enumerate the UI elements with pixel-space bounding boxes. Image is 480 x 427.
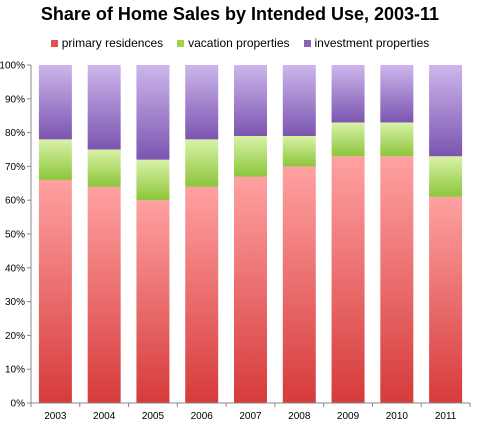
y-tick-label: 70% <box>5 162 25 173</box>
bar-primary-2004 <box>87 186 121 403</box>
bar-vacation-2006 <box>185 139 219 187</box>
bar-investment-2011 <box>429 65 463 157</box>
legend-swatch-investment <box>303 39 311 47</box>
axes-group: 2003 2004 2005 2006 2007 2008 2009 2010 2011 0% 10… <box>0 61 471 422</box>
y-tick-label: 90% <box>5 94 25 105</box>
bar-investment-2009 <box>331 65 365 123</box>
bar-primary-2011 <box>429 196 463 403</box>
y-tick-label: 100% <box>0 61 25 72</box>
bar-vacation-2003 <box>38 139 72 180</box>
bar-primary-2008 <box>282 166 316 403</box>
legend-label-vacation: vacation properties <box>188 36 290 50</box>
bar-vacation-2009 <box>331 122 365 157</box>
bar-vacation-2004 <box>87 149 121 187</box>
legend-swatch-vacation <box>177 39 185 47</box>
x-tick-label-2011: 2011 <box>435 411 457 422</box>
x-tick-label-2007: 2007 <box>239 411 262 422</box>
x-tick-label-2010: 2010 <box>386 411 409 422</box>
bar-vacation-2011 <box>429 156 463 197</box>
bar-vacation-2010 <box>380 122 414 157</box>
bar-investment-2008 <box>282 65 316 136</box>
y-tick-label: 10% <box>5 365 25 376</box>
legend-item-investment: investment properties <box>303 36 430 50</box>
bar-investment-2005 <box>136 65 170 160</box>
y-tick-label: 30% <box>5 297 25 308</box>
bar-vacation-2007 <box>234 135 267 177</box>
bar-vacation-2005 <box>136 159 170 201</box>
y-tick-label: 50% <box>5 230 25 241</box>
bar-primary-2007 <box>234 176 267 403</box>
x-tick-label-2008: 2008 <box>288 411 311 422</box>
legend-item-primary: primary residences <box>50 36 164 50</box>
bar-investment-2007 <box>234 65 267 136</box>
x-tick-label-2006: 2006 <box>191 411 214 422</box>
x-tick-label-2003: 2003 <box>44 411 67 422</box>
bar-vacation-2008 <box>282 135 316 167</box>
legend-item-vacation: vacation properties <box>177 36 290 50</box>
y-tick-label: 0% <box>11 399 26 410</box>
bar-investment-2006 <box>185 65 219 140</box>
bars-group <box>38 65 463 403</box>
legend-swatch-primary <box>50 39 58 47</box>
y-tick-label: 60% <box>5 196 25 207</box>
y-tick-label: 40% <box>5 263 25 274</box>
y-tick-label: 80% <box>5 128 25 139</box>
x-tick-label-2009: 2009 <box>337 411 360 422</box>
legend-label-investment: investment properties <box>314 36 430 50</box>
x-tick-label-2004: 2004 <box>93 411 116 422</box>
chart-title: Share of Home Sales by Intended Use, 200… <box>40 4 440 24</box>
bar-primary-2003 <box>38 179 72 403</box>
bar-investment-2003 <box>38 65 72 140</box>
bar-primary-2006 <box>185 186 219 403</box>
bar-primary-2005 <box>136 200 170 403</box>
x-tick-label-2005: 2005 <box>142 411 165 422</box>
bar-primary-2009 <box>331 156 365 403</box>
bar-investment-2010 <box>380 65 414 123</box>
bar-primary-2010 <box>380 156 414 403</box>
bar-investment-2004 <box>87 65 121 150</box>
y-tick-label: 20% <box>5 331 25 342</box>
legend: primary residences vacation properties i… <box>0 36 480 50</box>
legend-label-primary: primary residences <box>61 36 164 50</box>
